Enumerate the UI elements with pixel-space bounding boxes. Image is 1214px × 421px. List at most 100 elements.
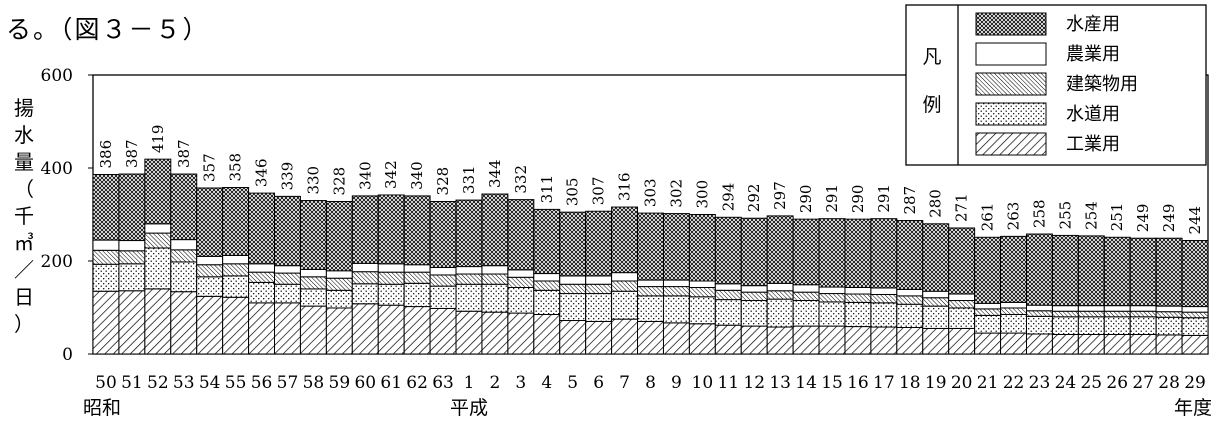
bar-segment <box>896 220 924 290</box>
bar-segment <box>766 282 794 292</box>
bar-segment <box>1181 240 1209 308</box>
bar-segment <box>922 305 950 329</box>
bar-segment <box>1181 311 1209 319</box>
x-tick-label: 1 <box>464 373 475 393</box>
bar-segment <box>1077 316 1105 335</box>
bar-segment <box>1051 305 1079 312</box>
total-label: 305 <box>564 178 582 207</box>
x-tick-label: 3 <box>515 373 526 393</box>
bar-segment <box>351 271 379 285</box>
bar-segment <box>196 264 224 278</box>
bar-segment <box>559 211 587 277</box>
total-label: 297 <box>771 181 789 210</box>
x-tick-label: 7 <box>619 373 630 393</box>
total-label: 251 <box>1108 203 1126 232</box>
legend-swatch <box>975 72 1047 96</box>
bar-segment <box>248 192 276 265</box>
bar-segment <box>144 247 172 290</box>
total-label: 387 <box>123 139 141 168</box>
x-tick-label: 8 <box>645 373 656 393</box>
total-label: 290 <box>849 185 867 214</box>
total-label: 280 <box>927 189 945 218</box>
x-tick-label: 15 <box>821 373 843 393</box>
x-tick-label: 24 <box>1055 373 1077 393</box>
bar-segment <box>662 279 690 288</box>
total-label: 328 <box>330 167 348 196</box>
bar-segment <box>248 271 276 283</box>
bar-segment <box>1000 235 1027 303</box>
x-tick-label: 27 <box>1132 373 1154 393</box>
y-tick-label: 0 <box>62 345 73 365</box>
bar-segment <box>429 200 457 269</box>
bar-segment <box>144 288 172 355</box>
total-label: 340 <box>408 161 426 190</box>
bar-segment <box>637 286 664 297</box>
y-axis-label: 揚水量（千㎥／日） <box>14 96 34 336</box>
bar-segment <box>325 270 353 279</box>
x-tick-label: 52 <box>147 373 169 393</box>
legend-label: 農業用 <box>1066 44 1120 65</box>
bar-segment <box>585 293 613 322</box>
x-tick-label: 58 <box>303 373 325 393</box>
bar-segment <box>1025 233 1053 306</box>
x-tick-label: 63 <box>432 373 454 393</box>
bar-segment <box>688 323 716 355</box>
legend-label: 水道用 <box>1066 104 1120 125</box>
bar-segment <box>662 322 690 355</box>
bar-segment <box>714 289 742 301</box>
total-label: 290 <box>797 185 815 214</box>
bar-segment <box>637 320 664 355</box>
bar-segment <box>299 288 327 307</box>
bar-segment <box>533 273 561 282</box>
x-tick-label: 26 <box>1106 373 1128 393</box>
bar-segment <box>974 314 1002 334</box>
bar-segment <box>896 295 924 305</box>
bar-segment <box>1155 305 1183 313</box>
bar-segment <box>196 276 224 297</box>
bar-segment <box>688 296 716 325</box>
bar-segment <box>637 279 664 288</box>
bar-segment <box>429 307 457 355</box>
bar-segment <box>818 218 846 288</box>
bar-segment <box>948 293 976 302</box>
y-tick-label: 200 <box>41 252 73 272</box>
bar-segment <box>1181 334 1209 355</box>
bar-segment <box>559 275 587 285</box>
bar-segment <box>844 293 872 303</box>
x-tick-label: 23 <box>1029 373 1051 393</box>
bar-segment <box>1129 305 1157 312</box>
bar-segment <box>299 276 327 290</box>
bar-segment <box>351 303 379 355</box>
bar-segment <box>1103 333 1131 355</box>
bar-segment <box>922 290 950 299</box>
bar-segment <box>377 304 405 355</box>
bar-segment <box>1129 316 1157 335</box>
bar-segment <box>429 285 457 309</box>
bar-segment <box>196 295 224 355</box>
total-label: 339 <box>278 162 296 191</box>
bar-segment <box>559 293 587 322</box>
bar-segment <box>974 236 1002 304</box>
bar-segment <box>377 263 405 273</box>
bar-segment <box>351 262 379 273</box>
total-label: 332 <box>512 165 530 194</box>
x-tick-label: 19 <box>925 373 947 393</box>
bar-segment <box>170 291 198 355</box>
bar-segment <box>688 287 716 298</box>
bar-segment <box>170 239 198 251</box>
bar-segment <box>92 290 120 355</box>
x-tick-label: 17 <box>873 373 895 393</box>
bar-segment <box>92 249 120 265</box>
y-tick-label: 400 <box>41 159 73 179</box>
bar-segment <box>844 326 872 355</box>
bar-segment <box>429 274 457 287</box>
bar-segment <box>1103 316 1131 335</box>
total-label: 263 <box>1005 202 1023 231</box>
bar-segment <box>1025 315 1053 335</box>
bar-segment <box>92 174 120 241</box>
legend-label: 建築物用 <box>1066 74 1138 95</box>
bar-segment <box>118 173 146 242</box>
legend-label: 工業用 <box>1066 134 1120 155</box>
bar-segment <box>818 301 846 327</box>
bar-segment <box>1103 305 1131 312</box>
